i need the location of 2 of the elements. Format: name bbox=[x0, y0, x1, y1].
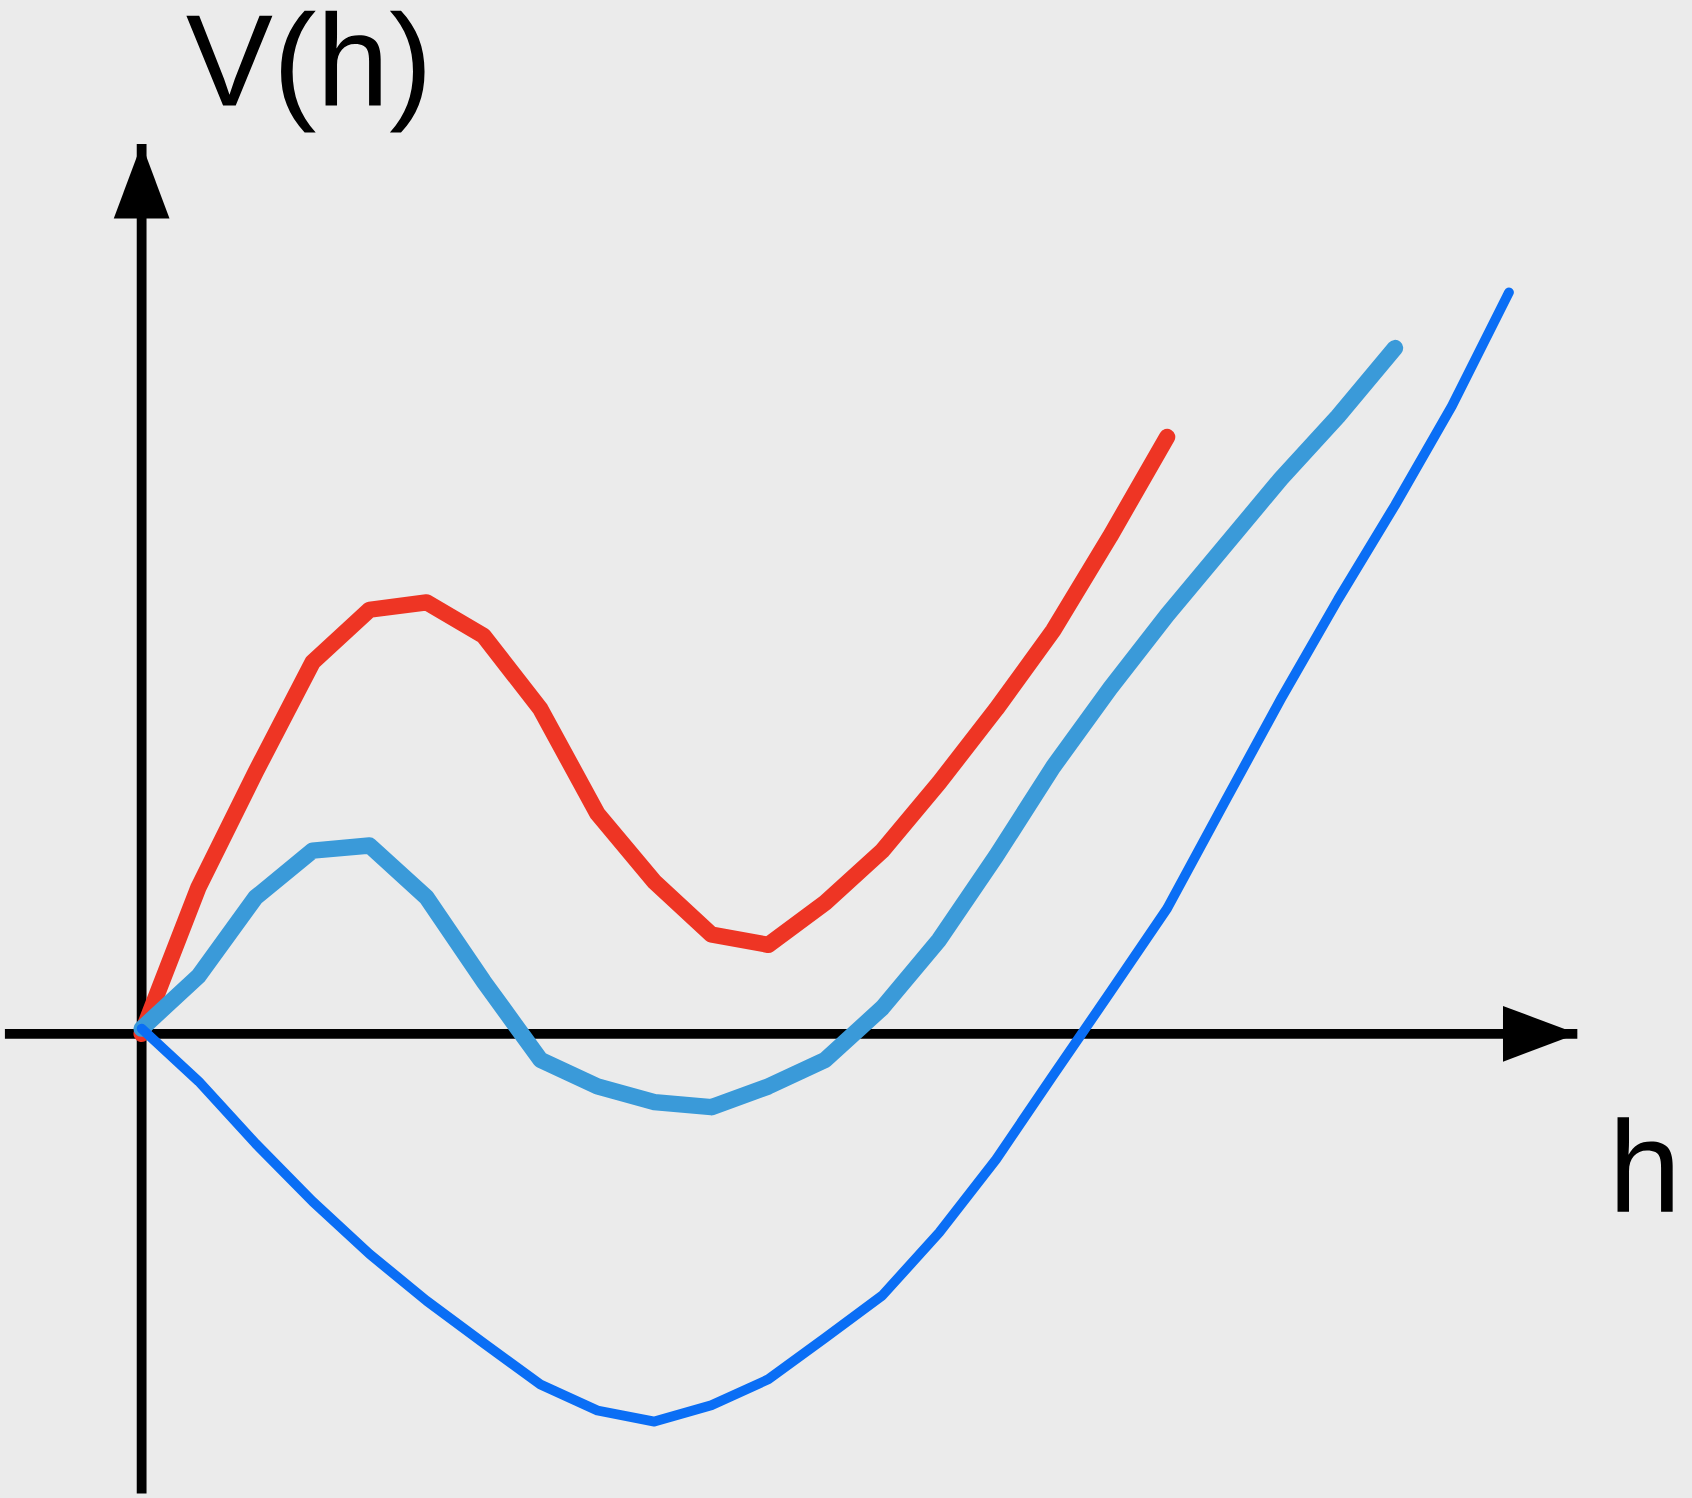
x-axis-title: h bbox=[1617, 1116, 1673, 1212]
y-axis-title: V(h) bbox=[186, 10, 425, 133]
